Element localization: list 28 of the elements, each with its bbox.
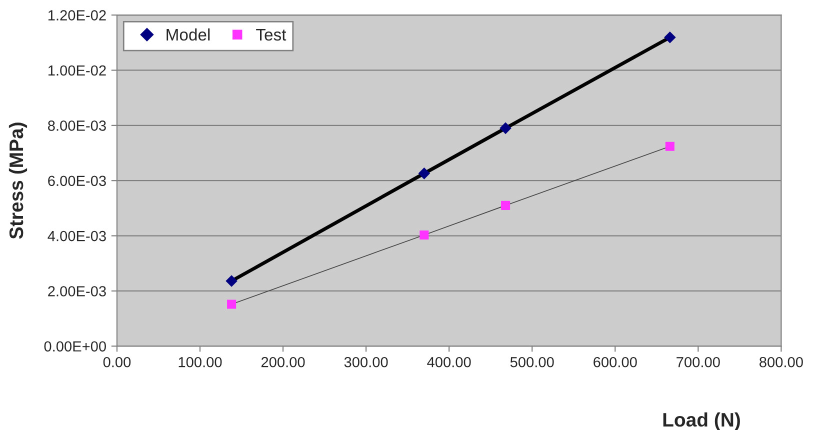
x-tick-label: 0.00 <box>103 356 131 368</box>
point <box>420 230 429 240</box>
y-tick-label: 8.00E-03 <box>48 120 106 131</box>
point <box>500 122 512 134</box>
x-tick-label: 600.00 <box>594 356 637 368</box>
x-tick-label: 100.00 <box>178 356 222 368</box>
x-tick-label: 800.00 <box>760 356 803 368</box>
y-tick-label: 2.00E-03 <box>48 286 106 296</box>
point <box>665 142 674 151</box>
legend-label: Test <box>256 28 286 41</box>
point <box>418 168 430 180</box>
y-tick-label: 4.00E-03 <box>48 230 106 242</box>
point <box>501 200 510 210</box>
x-tick-label: 400.00 <box>427 356 471 368</box>
point <box>226 275 238 287</box>
legend-label: Model <box>166 28 210 41</box>
point <box>664 32 676 44</box>
y-tick-label: 1.00E-02 <box>48 65 106 76</box>
y-tick-label: 6.00E-03 <box>48 176 106 186</box>
y-axis-title: Stress (MPa) <box>8 122 28 239</box>
point <box>227 300 236 309</box>
x-tick-label: 500.00 <box>510 356 554 368</box>
x-axis-title: Load (N) <box>663 412 740 430</box>
y-tick-label: 1.20E-02 <box>48 10 106 20</box>
x-tick-label: 300.00 <box>344 356 388 368</box>
y-tick-label: 0.00E+00 <box>44 341 106 352</box>
x-tick-label: 700.00 <box>676 356 720 368</box>
x-tick-label: 200.00 <box>261 356 305 368</box>
